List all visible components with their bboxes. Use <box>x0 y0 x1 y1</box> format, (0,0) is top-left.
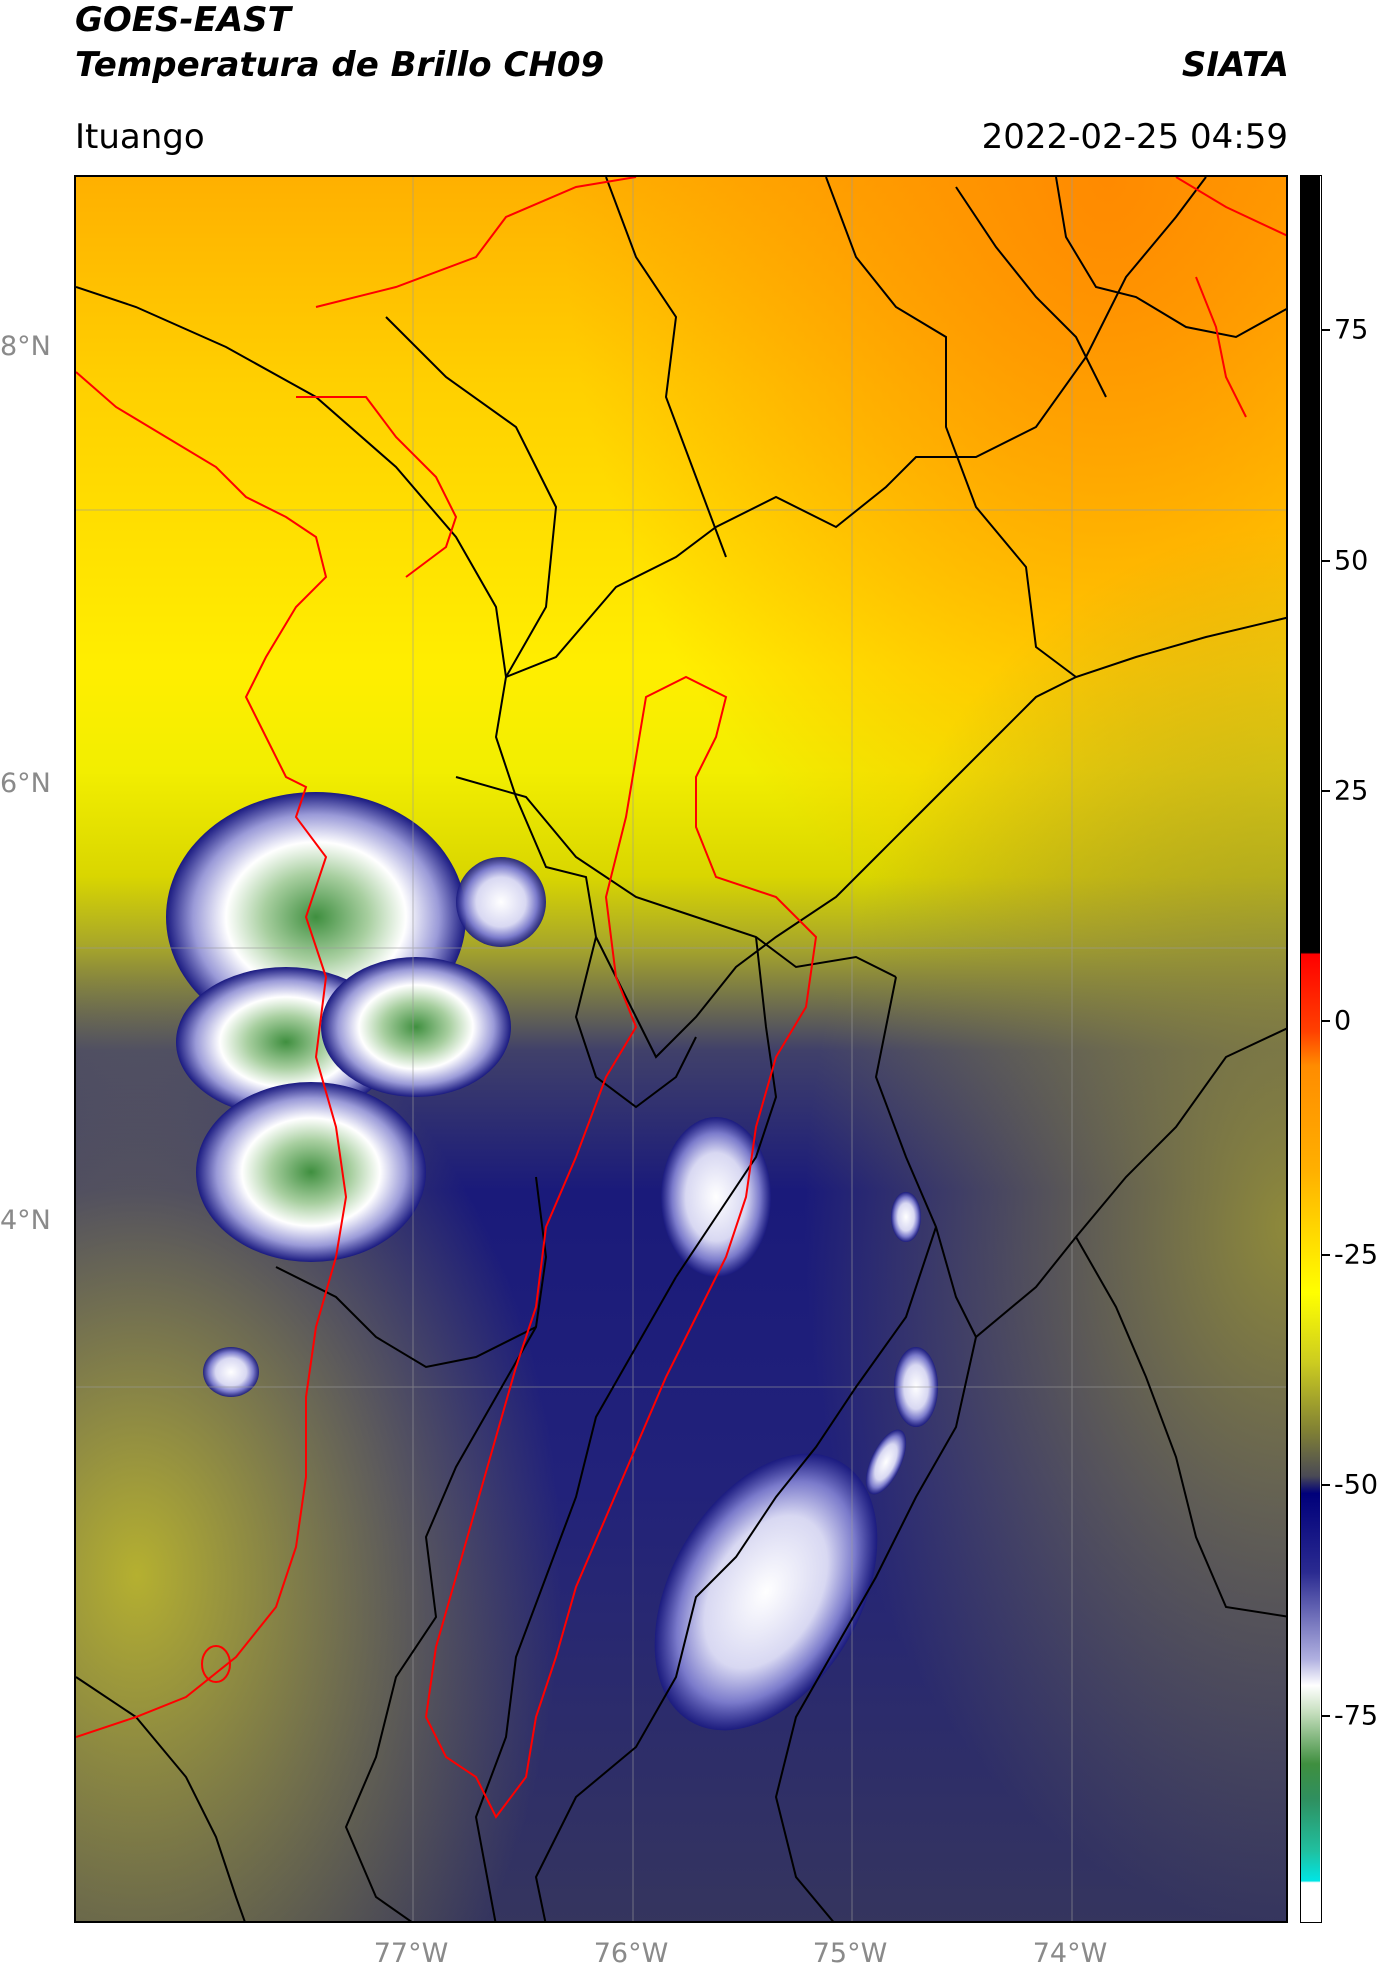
datetime-label: 2022-02-25 04:59 <box>981 117 1288 157</box>
lat-label-4n: 4°N <box>0 1205 51 1236</box>
satellite-map[interactable] <box>74 175 1288 1923</box>
colorbar-tick <box>1322 1020 1330 1022</box>
colorbar-label-0: 0 <box>1334 1005 1352 1037</box>
admin-borders <box>76 177 1286 1921</box>
colorbar-gradient <box>1301 176 1320 1921</box>
colorbar-tick <box>1322 1484 1330 1486</box>
colorbar-label-minus50: -50 <box>1334 1469 1379 1501</box>
colorbar-tick <box>1322 329 1330 331</box>
location-label: Ituango <box>75 117 205 157</box>
temperature-colorbar <box>1300 175 1322 1923</box>
map-title: GOES-EAST <box>75 0 291 40</box>
colorbar-tick <box>1322 790 1330 792</box>
lon-label-77w: 77°W <box>373 1938 449 1969</box>
colorbar-label-minus25: -25 <box>1334 1239 1379 1271</box>
lon-label-74w: 74°W <box>1032 1938 1108 1969</box>
lon-label-76w: 76°W <box>593 1938 669 1969</box>
lon-label-75w: 75°W <box>812 1938 888 1969</box>
colorbar-tick <box>1322 560 1330 562</box>
cloud-tops <box>166 792 938 1731</box>
brand-label: SIATA <box>1181 45 1289 85</box>
gridlines <box>76 177 1286 1921</box>
map-canvas <box>76 177 1286 1921</box>
colorbar-label-75: 75 <box>1334 314 1369 346</box>
coast-and-region-outline <box>76 177 1286 1819</box>
colorbar-tick <box>1322 1715 1330 1717</box>
map-subtitle: Temperatura de Brillo CH09 <box>75 45 605 85</box>
colorbar-label-minus75: -75 <box>1334 1700 1379 1732</box>
colorbar-label-25: 25 <box>1334 775 1369 807</box>
colorbar-tick <box>1322 1254 1330 1256</box>
lat-label-6n: 6°N <box>0 768 51 799</box>
lat-label-8n: 8°N <box>0 331 51 362</box>
colorbar-label-50: 50 <box>1334 545 1369 577</box>
